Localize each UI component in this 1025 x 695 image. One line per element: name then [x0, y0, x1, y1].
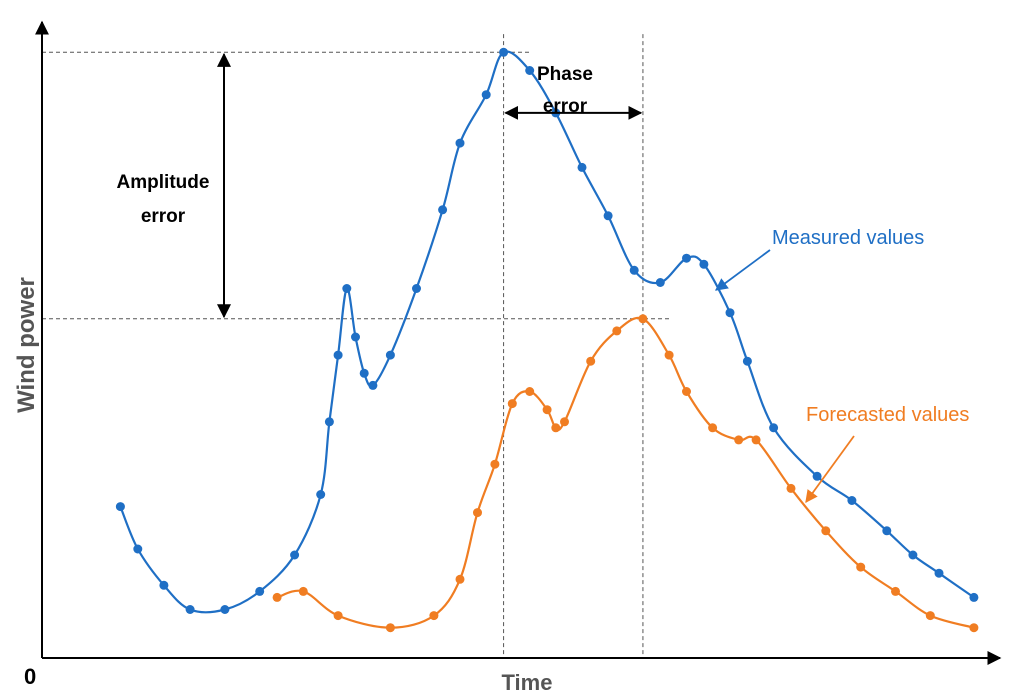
forecasted-point-25 [891, 586, 900, 596]
measured-point-30 [742, 356, 752, 366]
forecasted-point-11 [542, 405, 552, 415]
measured-point-18 [455, 138, 465, 148]
forecasted-point-17 [664, 350, 674, 360]
measured-label-pointer [714, 249, 771, 291]
measured-point-10 [333, 350, 343, 360]
measured-point-25 [629, 265, 639, 275]
forecasted-point-9 [507, 399, 517, 409]
measured-series-points [115, 47, 979, 614]
forecasted-point-20 [734, 435, 744, 445]
measured-point-33 [847, 496, 857, 505]
forecasted-point-6 [455, 574, 465, 584]
forecasted-point-14 [586, 356, 596, 366]
forecasted-series-points [272, 314, 979, 633]
measured-point-27 [682, 253, 691, 263]
measured-point-36 [934, 568, 944, 578]
measured-point-9 [324, 417, 334, 427]
forecasted-point-19 [708, 423, 718, 433]
forecasted-point-23 [821, 526, 831, 536]
forecasted-point-21 [751, 435, 761, 445]
measured-point-14 [368, 380, 378, 390]
measured-point-28 [699, 259, 709, 269]
measured-point-34 [882, 526, 892, 536]
measured-point-26 [655, 278, 665, 287]
measured-point-6 [255, 586, 265, 596]
amplitude-error-label-line2: error [141, 206, 186, 227]
measured-point-8 [316, 490, 326, 499]
measured-point-19 [481, 90, 491, 100]
forecasted-point-3 [333, 611, 343, 621]
measured-values-label: Measured values [772, 227, 924, 249]
phase-error-label-line1: Phase [537, 64, 593, 85]
measured-point-16 [412, 284, 421, 293]
measured-point-29 [725, 308, 735, 318]
forecasted-point-27 [969, 623, 979, 633]
forecasted-series-line [276, 316, 975, 629]
measured-point-11 [342, 284, 352, 293]
measured-point-32 [812, 471, 822, 481]
measured-point-13 [359, 368, 369, 378]
forecasted-point-4 [385, 623, 395, 633]
forecasted-point-13 [560, 417, 569, 427]
measured-point-4 [185, 605, 195, 614]
x-axis-label: Time [502, 670, 553, 695]
measured-point-31 [769, 423, 779, 433]
measured-point-24 [603, 211, 613, 221]
measured-point-1 [115, 502, 125, 512]
forecasted-values-label: Forecasted values [806, 404, 969, 426]
measured-point-2 [133, 544, 143, 554]
measured-point-12 [351, 332, 360, 342]
measured-point-20 [499, 47, 509, 57]
forecasted-point-8 [490, 459, 500, 469]
forecasted-label-pointer [805, 435, 855, 504]
forecasted-point-12 [551, 423, 561, 433]
measured-series-line [119, 50, 975, 614]
forecasted-point-2 [298, 586, 308, 596]
y-axis-label: Wind power [13, 277, 40, 413]
measured-point-35 [908, 550, 918, 560]
forecasted-point-5 [429, 611, 439, 621]
measured-point-23 [577, 162, 587, 172]
forecasted-point-16 [638, 314, 648, 324]
amplitude-error-label-line1: Amplitude [117, 172, 210, 193]
measured-point-17 [438, 205, 448, 215]
forecasted-point-1 [272, 592, 282, 602]
forecasted-point-15 [612, 326, 622, 336]
measured-point-37 [969, 592, 979, 602]
forecasted-point-18 [682, 387, 691, 396]
forecasted-point-7 [473, 508, 482, 518]
forecasted-point-10 [525, 387, 535, 396]
phase-error-label-line2: error [543, 96, 588, 117]
measured-point-15 [385, 350, 395, 360]
measured-point-21 [525, 66, 535, 75]
measured-point-5 [220, 605, 230, 614]
origin-label: 0 [24, 664, 36, 689]
forecasted-point-26 [925, 611, 935, 621]
forecasted-point-22 [786, 483, 796, 493]
measured-point-7 [290, 550, 300, 560]
measured-point-3 [159, 580, 169, 590]
forecasted-point-24 [856, 562, 866, 572]
guide-lines [42, 34, 670, 658]
